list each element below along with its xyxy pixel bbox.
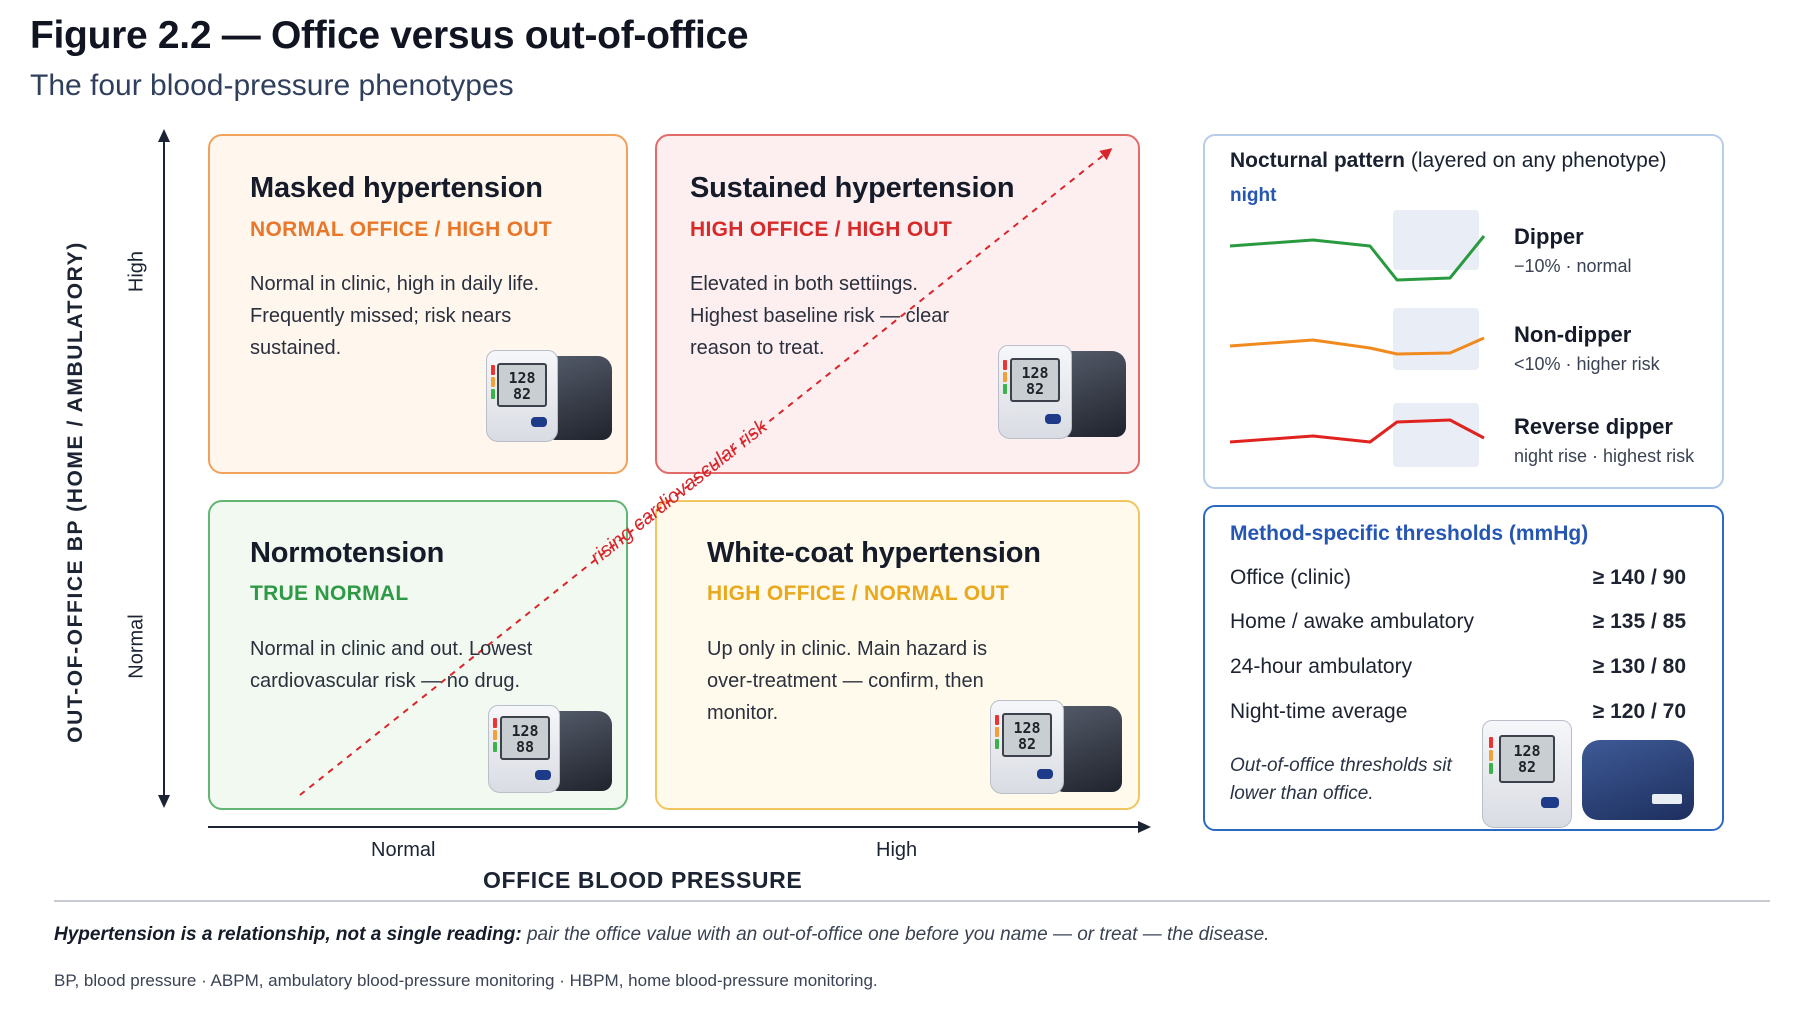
non-dipper-curve bbox=[1229, 336, 1485, 356]
non-dipper-note: <10% · higher risk bbox=[1514, 354, 1660, 374]
bp-monitor-screen: 128 88 bbox=[500, 716, 550, 760]
footer-note: Hypertension is a relationship, not a si… bbox=[54, 924, 1270, 945]
threshold-label-night: Night-time average bbox=[1230, 700, 1408, 723]
bp-monitor-screen: 128 82 bbox=[497, 363, 547, 407]
x-axis-title: OFFICE BLOOD PRESSURE bbox=[483, 867, 803, 893]
risk-arrow-line bbox=[299, 148, 1113, 796]
bp-monitor-screen: 128 82 bbox=[1002, 713, 1052, 757]
footer-divider bbox=[54, 900, 1770, 902]
sustained-tag: HIGH OFFICE / HIGH OUT bbox=[690, 218, 953, 241]
thresholds-note: Out-of-office thresholds sit lower than … bbox=[1230, 755, 1452, 804]
bp-monitor-button bbox=[1037, 769, 1053, 779]
x-axis-line bbox=[208, 826, 1142, 828]
white-coat-description: Up only in clinic. Main hazard is over-t… bbox=[707, 638, 988, 724]
normotension-description: Normal in clinic and out. Lowest cardiov… bbox=[250, 638, 533, 692]
figure-title: Figure 2.2 — Office versus out-of-office bbox=[30, 14, 749, 57]
bp-monitor-screen: 128 82 bbox=[1499, 735, 1555, 783]
threshold-label-office: Office (clinic) bbox=[1230, 566, 1351, 589]
y-axis-arrow-up bbox=[158, 129, 170, 142]
bp-monitor-button bbox=[531, 417, 547, 427]
nocturnal-panel-title: Nocturnal pattern (layered on any phenot… bbox=[1230, 149, 1667, 172]
sustained-title: Sustained hypertension bbox=[690, 172, 1015, 204]
bp-monitor-icon-white-coat: 128 82 bbox=[980, 700, 1122, 800]
x-axis-arrow bbox=[1138, 821, 1151, 833]
bp-monitor-button bbox=[1045, 414, 1061, 424]
normotension-title: Normotension bbox=[250, 537, 445, 569]
threshold-label-home: Home / awake ambulatory bbox=[1230, 610, 1474, 633]
threshold-value-24h: ≥ 130 / 80 bbox=[1592, 655, 1686, 678]
white-coat-tag: HIGH OFFICE / NORMAL OUT bbox=[707, 582, 1009, 605]
night-band-reverse-dipper bbox=[1393, 403, 1479, 467]
sustained-description: Elevated in both settiings. Highest base… bbox=[690, 273, 949, 359]
masked-description: Normal in clinic, high in daily life. Fr… bbox=[250, 273, 540, 359]
bp-monitor-body: 128 82 bbox=[1482, 720, 1572, 828]
bp-monitor-body: 128 82 bbox=[990, 700, 1064, 794]
x-tick-high: High bbox=[876, 839, 918, 861]
reverse-dipper-note: night rise · highest risk bbox=[1514, 446, 1695, 466]
threshold-value-home: ≥ 135 / 85 bbox=[1592, 610, 1686, 633]
bp-monitor-icon-normotension: 128 88 bbox=[480, 705, 622, 805]
bp-monitor-icon-masked: 128 82 bbox=[476, 350, 618, 450]
bp-monitor-button bbox=[535, 770, 551, 780]
bp-monitor-body: 128 88 bbox=[488, 705, 560, 793]
thresholds-title: Method-specific thresholds (mmHg) bbox=[1230, 522, 1589, 545]
bp-cuff-icon bbox=[1054, 706, 1122, 792]
masked-tag: NORMAL OFFICE / HIGH OUT bbox=[250, 218, 552, 241]
y-axis-arrow-down bbox=[158, 795, 170, 808]
bp-monitor-icon-thresholds: 128 82 bbox=[1478, 720, 1708, 830]
x-tick-normal: Normal bbox=[371, 839, 436, 861]
threshold-label-24h: 24-hour ambulatory bbox=[1230, 655, 1413, 678]
abbreviations: BP, blood pressure · ABPM, ambulatory bl… bbox=[54, 971, 878, 990]
bp-monitor-body: 128 82 bbox=[998, 345, 1072, 439]
dipper-note: −10% · normal bbox=[1514, 256, 1632, 276]
bp-cuff-icon bbox=[1582, 740, 1694, 820]
reverse-dipper-curve bbox=[1229, 418, 1485, 444]
figure-subtitle: The four blood-pressure phenotypes bbox=[30, 69, 514, 102]
night-band-non-dipper bbox=[1393, 308, 1479, 370]
bp-monitor-screen: 128 82 bbox=[1010, 358, 1060, 402]
dipper-curve bbox=[1229, 235, 1486, 282]
threshold-value-night: ≥ 120 / 70 bbox=[1592, 700, 1686, 723]
masked-title: Masked hypertension bbox=[250, 172, 543, 204]
bp-monitor-icon-sustained: 128 82 bbox=[988, 345, 1130, 445]
night-label: night bbox=[1230, 185, 1277, 206]
dipper-label: Dipper bbox=[1514, 224, 1584, 249]
normotension-tag: TRUE NORMAL bbox=[250, 582, 409, 605]
bp-monitor-body: 128 82 bbox=[486, 350, 558, 442]
non-dipper-label: Non-dipper bbox=[1514, 322, 1632, 347]
threshold-value-office: ≥ 140 / 90 bbox=[1592, 566, 1686, 589]
nocturnal-curves bbox=[1229, 235, 1486, 444]
bp-monitor-button bbox=[1541, 797, 1559, 808]
y-axis-line bbox=[163, 140, 165, 795]
white-coat-title: White-coat hypertension bbox=[707, 537, 1041, 569]
reverse-dipper-label: Reverse dipper bbox=[1514, 414, 1673, 439]
